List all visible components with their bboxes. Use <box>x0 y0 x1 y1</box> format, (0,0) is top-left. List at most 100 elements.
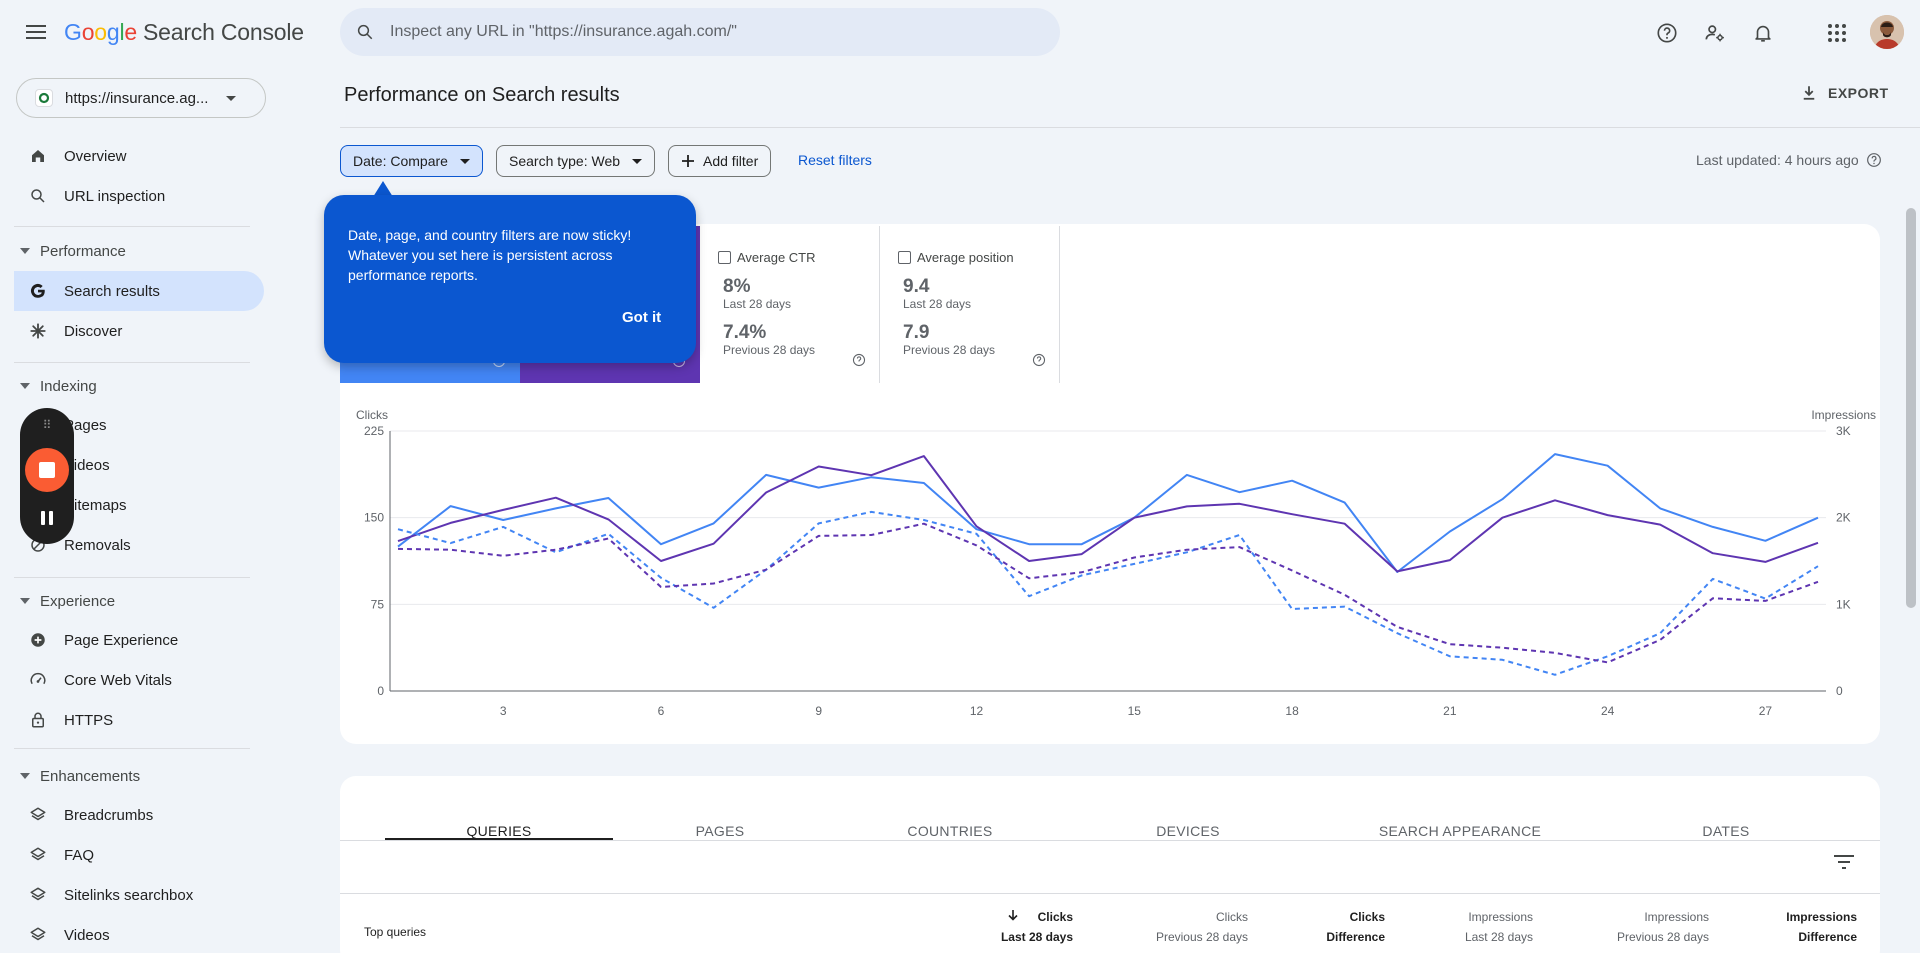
metric-label: Average position <box>917 250 1014 265</box>
lock-icon <box>28 710 48 730</box>
sidebar-item-overview[interactable]: Overview <box>14 136 264 176</box>
column-header-clicks-previous[interactable]: Clicks Previous 28 days <box>1118 907 1248 947</box>
column-header-impressions-current[interactable]: Impressions Last 28 days <box>1440 907 1533 947</box>
column-subtitle: Last 28 days <box>1464 930 1533 944</box>
layers-icon <box>28 885 48 905</box>
column-label: Impressions <box>1786 910 1857 924</box>
reset-filters-link[interactable]: Reset filters <box>798 152 872 168</box>
column-header-impressions-previous[interactable]: Impressions Previous 28 days <box>1580 907 1709 947</box>
url-inspection-search[interactable] <box>340 8 1060 56</box>
date-filter-chip[interactable]: Date: Compare <box>340 145 483 177</box>
user-settings-icon[interactable] <box>1700 18 1730 48</box>
sidebar-item-discover[interactable]: Discover <box>14 311 264 351</box>
sidebar-item-faq[interactable]: FAQ <box>14 835 264 875</box>
sidebar-item-label: Videos <box>64 926 110 944</box>
app-logo[interactable]: Google Search Console <box>64 19 304 46</box>
sidebar-item-search-results[interactable]: Search results <box>14 271 264 311</box>
sidebar-item-sitelinks-searchbox[interactable]: Sitelinks searchbox <box>14 875 264 915</box>
tab-search-appearance[interactable]: SEARCH APPEARANCE <box>1378 823 1542 839</box>
last-updated: Last updated: 4 hours ago <box>1696 152 1882 168</box>
sidebar-item-label: Sitemaps <box>64 496 127 514</box>
x-tick-label: 6 <box>658 704 665 718</box>
y-right-tick-label: 0 <box>1836 684 1843 698</box>
got-it-button[interactable]: Got it <box>622 309 662 326</box>
column-header-impressions-difference[interactable]: Impressions Difference <box>1760 907 1857 947</box>
tab-countries[interactable]: COUNTRIES <box>907 823 993 839</box>
filter-rows-icon[interactable] <box>1834 854 1854 875</box>
sidebar-divider <box>14 226 250 227</box>
sidebar-item-breadcrumbs[interactable]: Breadcrumbs <box>14 795 264 835</box>
property-url: https://insurance.ag... <box>65 89 209 107</box>
collapse-arrow-icon <box>20 598 30 604</box>
metric-header: Average CTR <box>718 250 816 265</box>
tab-devices[interactable]: DEVICES <box>1156 823 1220 839</box>
metric-previous-period: Previous 28 days <box>723 343 816 357</box>
sidebar-item-page-experience[interactable]: Page Experience <box>14 620 264 660</box>
y-left-axis-title: Clicks <box>356 408 388 422</box>
apps-grid-icon[interactable] <box>1822 18 1852 48</box>
y-right-tick-label: 3K <box>1836 424 1851 438</box>
property-selector[interactable]: https://insurance.ag... <box>16 78 266 118</box>
property-favicon <box>35 89 53 107</box>
export-button[interactable]: EXPORT <box>1800 84 1889 102</box>
sidebar-item-removals[interactable]: Removals <box>14 525 264 565</box>
x-tick-label: 27 <box>1759 704 1773 718</box>
x-tick-label: 3 <box>500 704 507 718</box>
y-right-tick-label: 1K <box>1836 597 1851 611</box>
logo-google-wordmark: Google <box>64 19 137 45</box>
tab-queries[interactable]: QUERIES <box>466 823 532 839</box>
drag-handle-icon[interactable]: ⠿ <box>42 418 52 432</box>
page-title: Performance on Search results <box>344 84 620 106</box>
search-type-filter-chip[interactable]: Search type: Web <box>496 145 656 177</box>
last-updated-text: Last updated: 4 hours ago <box>1696 152 1859 168</box>
y-left-tick-label: 225 <box>364 424 384 438</box>
metric-current-period: Last 28 days <box>723 297 792 311</box>
column-header-clicks-current[interactable]: Clicks Last 28 days <box>980 907 1073 947</box>
search-input[interactable] <box>390 23 990 41</box>
column-subtitle: Previous 28 days <box>1616 930 1709 944</box>
sidebar-item-videos-enhancement[interactable]: Videos <box>14 915 264 953</box>
toolbar-divider <box>340 893 1880 894</box>
notifications-icon[interactable] <box>1748 18 1778 48</box>
average-ctr-metric-tile[interactable]: Average CTR 8% Last 28 days 7.4% Previou… <box>700 226 880 383</box>
help-icon[interactable] <box>852 353 866 367</box>
help-icon[interactable] <box>1032 353 1046 367</box>
sidebar-section-performance[interactable]: Performance <box>20 236 126 266</box>
tab-dates[interactable]: DATES <box>1702 823 1750 839</box>
top-app-bar: Google Search Console <box>0 0 1920 66</box>
sidebar-item-label: Overview <box>64 147 127 165</box>
sidebar-section-experience[interactable]: Experience <box>20 586 115 616</box>
column-label: Clicks <box>1216 910 1248 924</box>
sidebar-item-label: Discover <box>64 322 123 340</box>
column-header-clicks-difference[interactable]: Clicks Difference <box>1300 907 1385 947</box>
stop-icon <box>39 462 55 478</box>
metric-label: Average CTR <box>737 250 816 265</box>
dropdown-arrow-icon <box>632 158 643 164</box>
sidebar-section-indexing[interactable]: Indexing <box>20 371 97 401</box>
series-line-clicks-previous-28-days <box>397 510 1819 676</box>
pause-icon <box>41 511 45 525</box>
tab-pages[interactable]: PAGES <box>695 823 745 839</box>
sidebar-item-core-web-vitals[interactable]: Core Web Vitals <box>14 660 264 700</box>
stop-recording-button[interactable] <box>25 448 69 492</box>
add-filter-button[interactable]: Add filter <box>668 145 772 177</box>
sidebar-item-url-inspection[interactable]: URL inspection <box>14 176 264 216</box>
active-tab-indicator <box>385 838 613 841</box>
metric-checkbox[interactable] <box>718 251 731 264</box>
sidebar-item-https[interactable]: HTTPS <box>14 700 264 740</box>
tooltip-arrow <box>373 181 393 197</box>
gauge-icon <box>28 670 48 690</box>
column-subtitle: Difference <box>1798 930 1857 944</box>
page-scrollbar[interactable] <box>1906 208 1916 608</box>
sidebar-section-enhancements[interactable]: Enhancements <box>20 761 140 791</box>
sidebar-item-label: Videos <box>64 456 110 474</box>
pause-recording-button[interactable] <box>37 511 57 527</box>
help-icon[interactable] <box>1866 152 1882 168</box>
account-avatar[interactable] <box>1870 15 1904 49</box>
help-icon[interactable] <box>1652 18 1682 48</box>
average-position-metric-tile[interactable]: Average position 9.4 Last 28 days 7.9 Pr… <box>880 226 1060 383</box>
hamburger-menu-icon[interactable] <box>20 18 52 46</box>
series-line-impressions-previous-28-days <box>397 522 1819 664</box>
column-subtitle: Previous 28 days <box>1155 930 1248 944</box>
metric-checkbox[interactable] <box>898 251 911 264</box>
